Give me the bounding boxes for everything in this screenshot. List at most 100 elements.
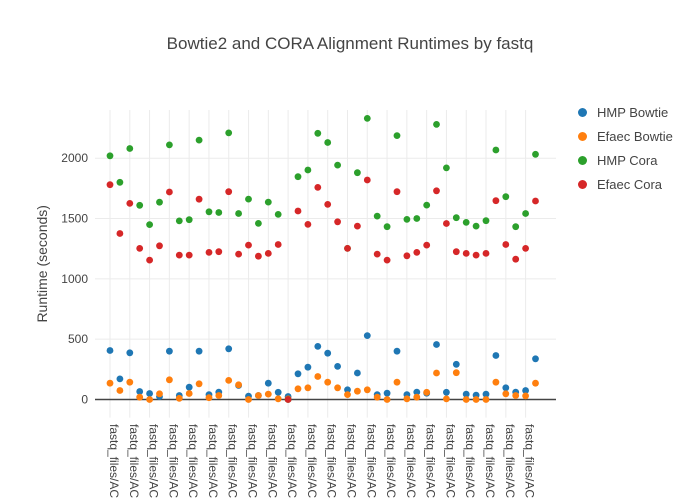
data-point-hmp-bowtie[interactable] <box>304 363 312 371</box>
data-point-efaec-bowtie[interactable] <box>363 386 371 394</box>
data-point-efaec-cora[interactable] <box>354 222 361 230</box>
data-point-efaec-bowtie[interactable] <box>255 392 262 399</box>
data-point-hmp-cora[interactable] <box>482 217 490 225</box>
data-point-hmp-cora[interactable] <box>492 146 500 154</box>
data-point-hmp-bowtie[interactable] <box>116 375 124 383</box>
data-point-hmp-bowtie[interactable] <box>314 343 322 350</box>
data-point-hmp-cora[interactable] <box>334 161 341 169</box>
data-point-efaec-bowtie[interactable] <box>126 378 134 386</box>
data-point-efaec-bowtie[interactable] <box>344 391 351 398</box>
data-point-hmp-bowtie[interactable] <box>106 347 114 354</box>
data-point-hmp-cora[interactable] <box>393 132 401 140</box>
data-point-hmp-bowtie[interactable] <box>482 390 490 398</box>
data-point-efaec-bowtie[interactable] <box>532 379 539 387</box>
data-point-hmp-bowtie[interactable] <box>274 388 282 396</box>
data-point-efaec-bowtie[interactable] <box>225 377 233 384</box>
data-point-efaec-bowtie[interactable] <box>423 388 431 396</box>
data-point-hmp-cora[interactable] <box>126 145 134 152</box>
legend-item-efaec-cora[interactable]: Efaec Cora <box>578 177 673 192</box>
data-point-efaec-bowtie[interactable] <box>195 380 203 388</box>
data-point-efaec-bowtie[interactable] <box>264 390 272 398</box>
data-point-hmp-cora[interactable] <box>354 169 361 177</box>
data-point-efaec-bowtie[interactable] <box>304 384 312 392</box>
data-point-efaec-bowtie[interactable] <box>205 394 213 402</box>
data-point-efaec-cora[interactable] <box>245 241 252 249</box>
data-point-efaec-cora[interactable] <box>255 252 262 260</box>
data-point-hmp-bowtie[interactable] <box>462 390 470 398</box>
data-point-hmp-cora[interactable] <box>205 208 213 216</box>
legend-item-efaec-bowtie[interactable]: Efaec Bowtie <box>578 129 673 144</box>
data-point-efaec-bowtie[interactable] <box>314 373 322 380</box>
data-point-hmp-bowtie[interactable] <box>522 387 529 394</box>
data-point-hmp-cora[interactable] <box>274 211 282 218</box>
data-point-efaec-bowtie[interactable] <box>462 396 470 403</box>
data-point-hmp-bowtie[interactable] <box>324 349 332 357</box>
data-point-hmp-cora[interactable] <box>146 221 154 229</box>
data-point-hmp-cora[interactable] <box>304 166 312 174</box>
data-point-hmp-cora[interactable] <box>116 178 124 186</box>
data-point-hmp-bowtie[interactable] <box>264 379 272 387</box>
data-point-hmp-cora[interactable] <box>314 129 322 137</box>
data-point-efaec-cora[interactable] <box>225 188 233 196</box>
data-point-efaec-cora[interactable] <box>264 250 272 257</box>
data-point-hmp-cora[interactable] <box>383 223 391 231</box>
data-point-efaec-cora[interactable] <box>314 184 322 191</box>
data-point-hmp-cora[interactable] <box>532 150 539 158</box>
data-point-efaec-cora[interactable] <box>403 252 411 260</box>
data-point-efaec-cora[interactable] <box>363 176 371 184</box>
data-point-efaec-bowtie[interactable] <box>482 396 490 403</box>
data-point-efaec-cora[interactable] <box>274 241 282 248</box>
data-point-hmp-bowtie[interactable] <box>354 369 361 377</box>
data-point-hmp-bowtie[interactable] <box>502 384 510 392</box>
data-point-efaec-bowtie[interactable] <box>106 379 114 387</box>
data-point-hmp-cora[interactable] <box>522 210 529 217</box>
data-point-hmp-bowtie[interactable] <box>443 388 450 396</box>
data-point-efaec-cora[interactable] <box>215 248 223 256</box>
data-point-efaec-cora[interactable] <box>462 250 470 257</box>
data-point-efaec-bowtie[interactable] <box>166 376 173 384</box>
data-point-hmp-cora[interactable] <box>324 139 332 146</box>
data-point-hmp-bowtie[interactable] <box>383 389 391 397</box>
data-point-hmp-bowtie[interactable] <box>166 347 173 355</box>
data-point-efaec-bowtie[interactable] <box>393 378 401 386</box>
data-point-efaec-cora[interactable] <box>522 245 529 252</box>
data-point-hmp-bowtie[interactable] <box>126 349 134 357</box>
data-point-efaec-cora[interactable] <box>413 249 421 256</box>
data-point-hmp-cora[interactable] <box>472 222 480 230</box>
data-point-efaec-bowtie[interactable] <box>185 390 193 397</box>
data-point-hmp-cora[interactable] <box>225 129 233 137</box>
data-point-hmp-bowtie[interactable] <box>452 360 460 368</box>
data-point-hmp-bowtie[interactable] <box>225 345 233 353</box>
data-point-efaec-bowtie[interactable] <box>324 378 332 386</box>
data-point-hmp-cora[interactable] <box>413 215 421 222</box>
data-point-hmp-bowtie[interactable] <box>294 370 302 378</box>
data-point-efaec-bowtie[interactable] <box>274 395 282 403</box>
data-point-hmp-cora[interactable] <box>294 173 302 181</box>
data-point-efaec-bowtie[interactable] <box>294 385 302 393</box>
data-point-efaec-cora[interactable] <box>116 230 124 237</box>
data-point-efaec-cora[interactable] <box>304 221 312 228</box>
data-point-efaec-cora[interactable] <box>512 255 520 263</box>
data-point-efaec-bowtie[interactable] <box>373 393 381 401</box>
data-point-efaec-cora[interactable] <box>344 245 351 252</box>
data-point-hmp-bowtie[interactable] <box>334 363 341 370</box>
data-point-hmp-bowtie[interactable] <box>532 355 539 363</box>
data-point-efaec-bowtie[interactable] <box>136 393 144 401</box>
data-point-efaec-cora[interactable] <box>185 251 193 259</box>
data-point-hmp-cora[interactable] <box>185 216 193 224</box>
data-point-efaec-bowtie[interactable] <box>383 396 391 403</box>
data-point-hmp-cora[interactable] <box>433 121 440 128</box>
data-point-efaec-bowtie[interactable] <box>433 369 440 377</box>
data-point-efaec-bowtie[interactable] <box>175 394 183 402</box>
data-point-efaec-cora[interactable] <box>156 242 163 250</box>
data-point-hmp-bowtie[interactable] <box>146 390 154 397</box>
data-point-hmp-cora[interactable] <box>462 219 470 226</box>
data-point-efaec-bowtie[interactable] <box>215 392 223 399</box>
data-point-hmp-cora[interactable] <box>502 193 510 201</box>
data-point-hmp-bowtie[interactable] <box>413 388 421 396</box>
data-point-efaec-cora[interactable] <box>482 250 490 257</box>
data-point-efaec-bowtie[interactable] <box>512 392 520 399</box>
data-point-efaec-cora[interactable] <box>106 181 114 189</box>
data-point-hmp-cora[interactable] <box>443 164 450 172</box>
data-point-hmp-bowtie[interactable] <box>492 352 500 359</box>
